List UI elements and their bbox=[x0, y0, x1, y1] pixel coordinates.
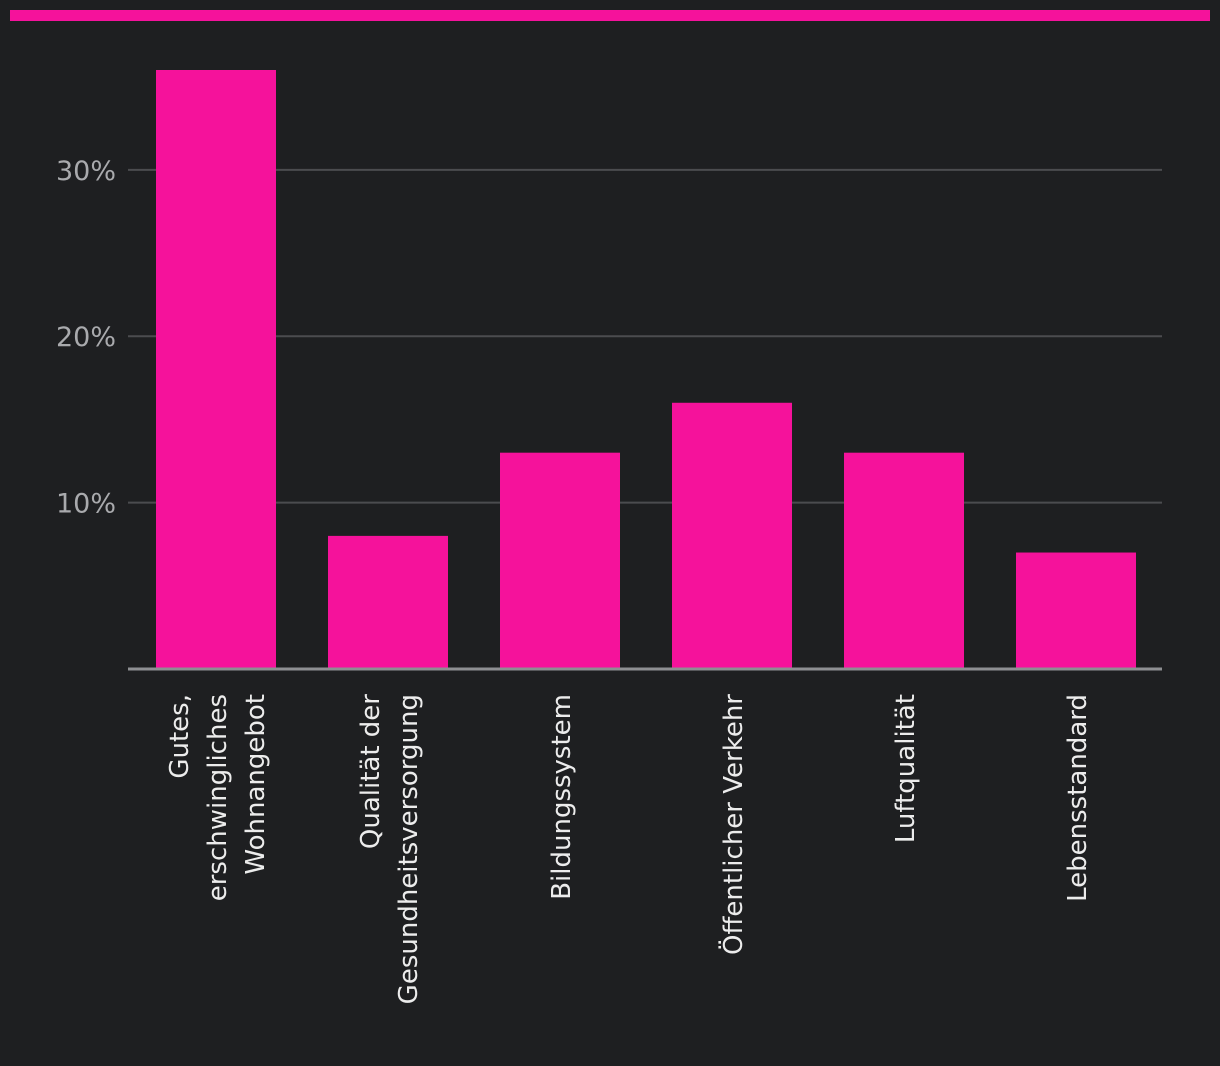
category-label-line: Wohnangebot bbox=[241, 694, 271, 875]
bar bbox=[1016, 552, 1136, 669]
category-label-line: Gutes, bbox=[165, 694, 195, 779]
category-label: Öffentlicher Verkehr bbox=[717, 694, 749, 955]
category-label-line: Öffentlicher Verkehr bbox=[717, 694, 749, 955]
y-tick-label: 10% bbox=[56, 489, 116, 520]
category-label-line: Qualität der bbox=[356, 694, 386, 849]
category-label-line: Lebensstandard bbox=[1063, 694, 1093, 902]
grid-layer bbox=[128, 168, 1162, 504]
category-label-line: Gesundheitsversorgung bbox=[394, 694, 424, 1004]
category-label-line: erschwingliches bbox=[203, 694, 233, 901]
category-label-line: Bildungssystem bbox=[547, 694, 577, 900]
category-label: Lebensstandard bbox=[1063, 694, 1093, 902]
y-tick-label: 30% bbox=[56, 156, 116, 187]
accent-top-bar bbox=[10, 10, 1210, 21]
category-label: Gutes, erschwingliches Wohnangebot bbox=[165, 694, 271, 901]
category-label-line: Luftqualität bbox=[891, 694, 921, 843]
bar bbox=[672, 402, 792, 669]
bar bbox=[844, 452, 964, 669]
category-labels: Gutes, erschwingliches Wohnangebot Qualität… bbox=[165, 694, 1093, 1005]
y-tick-labels: 10% 20% 30% bbox=[56, 156, 116, 520]
bar bbox=[328, 535, 448, 669]
category-label: Luftqualität bbox=[891, 694, 921, 843]
category-label: Qualität der Gesundheitsversorgung bbox=[356, 694, 424, 1005]
bar bbox=[156, 70, 276, 669]
y-tick-label: 20% bbox=[56, 322, 116, 353]
bar bbox=[500, 452, 620, 669]
category-label: Bildungssystem bbox=[547, 694, 577, 900]
bar-layer bbox=[156, 70, 1136, 669]
